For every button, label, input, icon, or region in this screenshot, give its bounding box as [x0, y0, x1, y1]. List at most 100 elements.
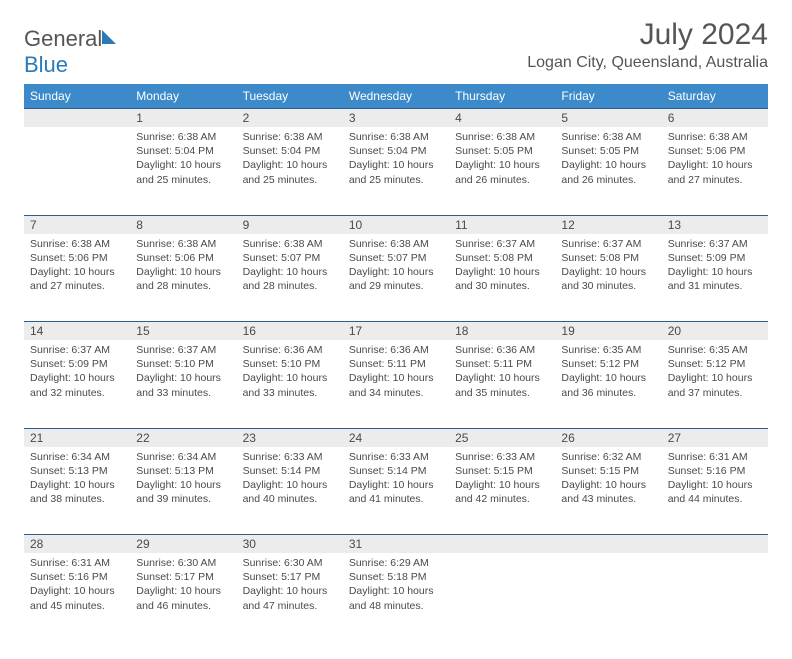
- sunset-text: Sunset: 5:08 PM: [561, 251, 655, 265]
- sunset-text: Sunset: 5:16 PM: [668, 464, 762, 478]
- day-cell: [24, 127, 130, 215]
- sunset-text: Sunset: 5:12 PM: [561, 357, 655, 371]
- sunrise-text: Sunrise: 6:38 AM: [136, 130, 230, 144]
- day-number-row: 14151617181920: [24, 322, 768, 341]
- calendar-table: Sunday Monday Tuesday Wednesday Thursday…: [24, 84, 768, 641]
- day-number: 26: [555, 428, 661, 447]
- sunrise-text: Sunrise: 6:38 AM: [561, 130, 655, 144]
- day-cell: Sunrise: 6:29 AMSunset: 5:18 PMDaylight:…: [343, 553, 449, 641]
- day-cell: Sunrise: 6:38 AMSunset: 5:05 PMDaylight:…: [449, 127, 555, 215]
- daylight-text: Daylight: 10 hours and 34 minutes.: [349, 371, 443, 399]
- sunset-text: Sunset: 5:15 PM: [561, 464, 655, 478]
- daylight-text: Daylight: 10 hours and 31 minutes.: [668, 265, 762, 293]
- daylight-text: Daylight: 10 hours and 47 minutes.: [243, 584, 337, 612]
- day-number: 1: [130, 109, 236, 128]
- day-cell: Sunrise: 6:35 AMSunset: 5:12 PMDaylight:…: [662, 340, 768, 428]
- sunrise-text: Sunrise: 6:33 AM: [349, 450, 443, 464]
- sunset-text: Sunset: 5:11 PM: [455, 357, 549, 371]
- day-cell: Sunrise: 6:37 AMSunset: 5:08 PMDaylight:…: [555, 234, 661, 322]
- sunrise-text: Sunrise: 6:37 AM: [30, 343, 124, 357]
- sunrise-text: Sunrise: 6:37 AM: [668, 237, 762, 251]
- daylight-text: Daylight: 10 hours and 26 minutes.: [455, 158, 549, 186]
- sunrise-text: Sunrise: 6:38 AM: [349, 237, 443, 251]
- day-number: 11: [449, 215, 555, 234]
- day-header: Wednesday: [343, 84, 449, 109]
- sunrise-text: Sunrise: 6:31 AM: [30, 556, 124, 570]
- sunset-text: Sunset: 5:06 PM: [136, 251, 230, 265]
- sunset-text: Sunset: 5:04 PM: [243, 144, 337, 158]
- sunrise-text: Sunrise: 6:35 AM: [561, 343, 655, 357]
- day-cell: Sunrise: 6:37 AMSunset: 5:09 PMDaylight:…: [662, 234, 768, 322]
- sunrise-text: Sunrise: 6:38 AM: [455, 130, 549, 144]
- sunset-text: Sunset: 5:13 PM: [136, 464, 230, 478]
- day-number: 28: [24, 535, 130, 554]
- sunset-text: Sunset: 5:17 PM: [136, 570, 230, 584]
- sunrise-text: Sunrise: 6:36 AM: [455, 343, 549, 357]
- daylight-text: Daylight: 10 hours and 27 minutes.: [30, 265, 124, 293]
- daylight-text: Daylight: 10 hours and 30 minutes.: [561, 265, 655, 293]
- day-cell: Sunrise: 6:38 AMSunset: 5:05 PMDaylight:…: [555, 127, 661, 215]
- sunrise-text: Sunrise: 6:29 AM: [349, 556, 443, 570]
- day-number: 2: [237, 109, 343, 128]
- day-cell: Sunrise: 6:38 AMSunset: 5:06 PMDaylight:…: [662, 127, 768, 215]
- day-cell: Sunrise: 6:37 AMSunset: 5:10 PMDaylight:…: [130, 340, 236, 428]
- daylight-text: Daylight: 10 hours and 43 minutes.: [561, 478, 655, 506]
- day-header: Friday: [555, 84, 661, 109]
- daylight-text: Daylight: 10 hours and 28 minutes.: [243, 265, 337, 293]
- day-cell: Sunrise: 6:38 AMSunset: 5:04 PMDaylight:…: [237, 127, 343, 215]
- logo-sail-icon: [100, 26, 120, 52]
- sunset-text: Sunset: 5:15 PM: [455, 464, 549, 478]
- day-number: 4: [449, 109, 555, 128]
- day-cell: Sunrise: 6:31 AMSunset: 5:16 PMDaylight:…: [662, 447, 768, 535]
- logo: General Blue: [24, 26, 120, 78]
- day-number-row: 123456: [24, 109, 768, 128]
- sunrise-text: Sunrise: 6:33 AM: [455, 450, 549, 464]
- sunset-text: Sunset: 5:07 PM: [243, 251, 337, 265]
- sunrise-text: Sunrise: 6:34 AM: [30, 450, 124, 464]
- day-header: Monday: [130, 84, 236, 109]
- sunset-text: Sunset: 5:13 PM: [30, 464, 124, 478]
- daylight-text: Daylight: 10 hours and 39 minutes.: [136, 478, 230, 506]
- sunrise-text: Sunrise: 6:32 AM: [561, 450, 655, 464]
- day-cell: Sunrise: 6:38 AMSunset: 5:06 PMDaylight:…: [130, 234, 236, 322]
- daylight-text: Daylight: 10 hours and 36 minutes.: [561, 371, 655, 399]
- day-cell: Sunrise: 6:38 AMSunset: 5:07 PMDaylight:…: [237, 234, 343, 322]
- sunset-text: Sunset: 5:09 PM: [668, 251, 762, 265]
- day-cell: Sunrise: 6:37 AMSunset: 5:08 PMDaylight:…: [449, 234, 555, 322]
- day-number: 10: [343, 215, 449, 234]
- day-cell: Sunrise: 6:36 AMSunset: 5:11 PMDaylight:…: [449, 340, 555, 428]
- sunrise-text: Sunrise: 6:37 AM: [561, 237, 655, 251]
- sunset-text: Sunset: 5:07 PM: [349, 251, 443, 265]
- daylight-text: Daylight: 10 hours and 28 minutes.: [136, 265, 230, 293]
- day-cell: Sunrise: 6:32 AMSunset: 5:15 PMDaylight:…: [555, 447, 661, 535]
- day-cell: Sunrise: 6:30 AMSunset: 5:17 PMDaylight:…: [237, 553, 343, 641]
- daylight-text: Daylight: 10 hours and 29 minutes.: [349, 265, 443, 293]
- day-number: 23: [237, 428, 343, 447]
- day-number: [24, 109, 130, 128]
- sunrise-text: Sunrise: 6:31 AM: [668, 450, 762, 464]
- daylight-text: Daylight: 10 hours and 38 minutes.: [30, 478, 124, 506]
- sunset-text: Sunset: 5:08 PM: [455, 251, 549, 265]
- header: General Blue July 2024 Logan City, Queen…: [24, 18, 768, 78]
- day-header: Tuesday: [237, 84, 343, 109]
- day-number-row: 21222324252627: [24, 428, 768, 447]
- day-number: 7: [24, 215, 130, 234]
- day-number: [662, 535, 768, 554]
- sunset-text: Sunset: 5:04 PM: [136, 144, 230, 158]
- location-text: Logan City, Queensland, Australia: [527, 54, 768, 72]
- sunset-text: Sunset: 5:10 PM: [136, 357, 230, 371]
- daylight-text: Daylight: 10 hours and 25 minutes.: [349, 158, 443, 186]
- day-cell: Sunrise: 6:33 AMSunset: 5:14 PMDaylight:…: [343, 447, 449, 535]
- logo-text-1: General: [24, 26, 102, 51]
- day-cell: Sunrise: 6:38 AMSunset: 5:04 PMDaylight:…: [343, 127, 449, 215]
- day-number: 30: [237, 535, 343, 554]
- day-number: 3: [343, 109, 449, 128]
- week-content-row: Sunrise: 6:38 AMSunset: 5:04 PMDaylight:…: [24, 127, 768, 215]
- day-number: [449, 535, 555, 554]
- month-title: July 2024: [527, 18, 768, 52]
- week-content-row: Sunrise: 6:31 AMSunset: 5:16 PMDaylight:…: [24, 553, 768, 641]
- day-number: 27: [662, 428, 768, 447]
- daylight-text: Daylight: 10 hours and 42 minutes.: [455, 478, 549, 506]
- sunset-text: Sunset: 5:11 PM: [349, 357, 443, 371]
- daylight-text: Daylight: 10 hours and 46 minutes.: [136, 584, 230, 612]
